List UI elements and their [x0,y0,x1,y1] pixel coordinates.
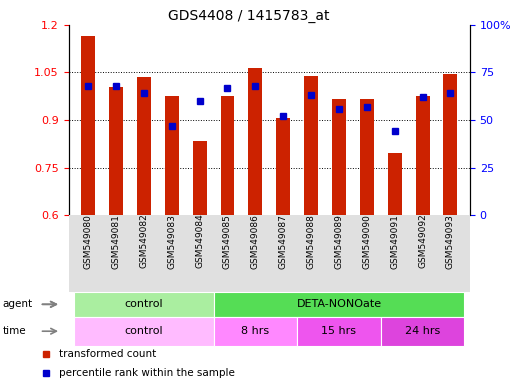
Bar [109,87,123,215]
Text: percentile rank within the sample: percentile rank within the sample [59,368,235,378]
Bar [360,99,374,215]
Bar [221,96,234,215]
Text: control: control [125,299,163,310]
Text: DETA-NONOate: DETA-NONOate [296,299,382,310]
Text: 8 hrs: 8 hrs [241,326,269,336]
Text: 15 hrs: 15 hrs [322,326,356,336]
Bar [388,153,402,215]
Bar [276,118,290,215]
Bar [248,68,262,215]
Text: control: control [125,326,163,336]
Bar [81,36,95,215]
Text: time: time [3,326,26,336]
Text: transformed count: transformed count [59,349,156,359]
Title: GDS4408 / 1415783_at: GDS4408 / 1415783_at [168,8,330,23]
Bar [332,99,346,215]
Text: agent: agent [3,299,33,310]
Bar [193,141,206,215]
Text: 24 hrs: 24 hrs [405,326,440,336]
Bar [165,96,178,215]
Bar [416,96,429,215]
Bar [304,76,318,215]
Bar [444,74,457,215]
Bar [137,77,151,215]
